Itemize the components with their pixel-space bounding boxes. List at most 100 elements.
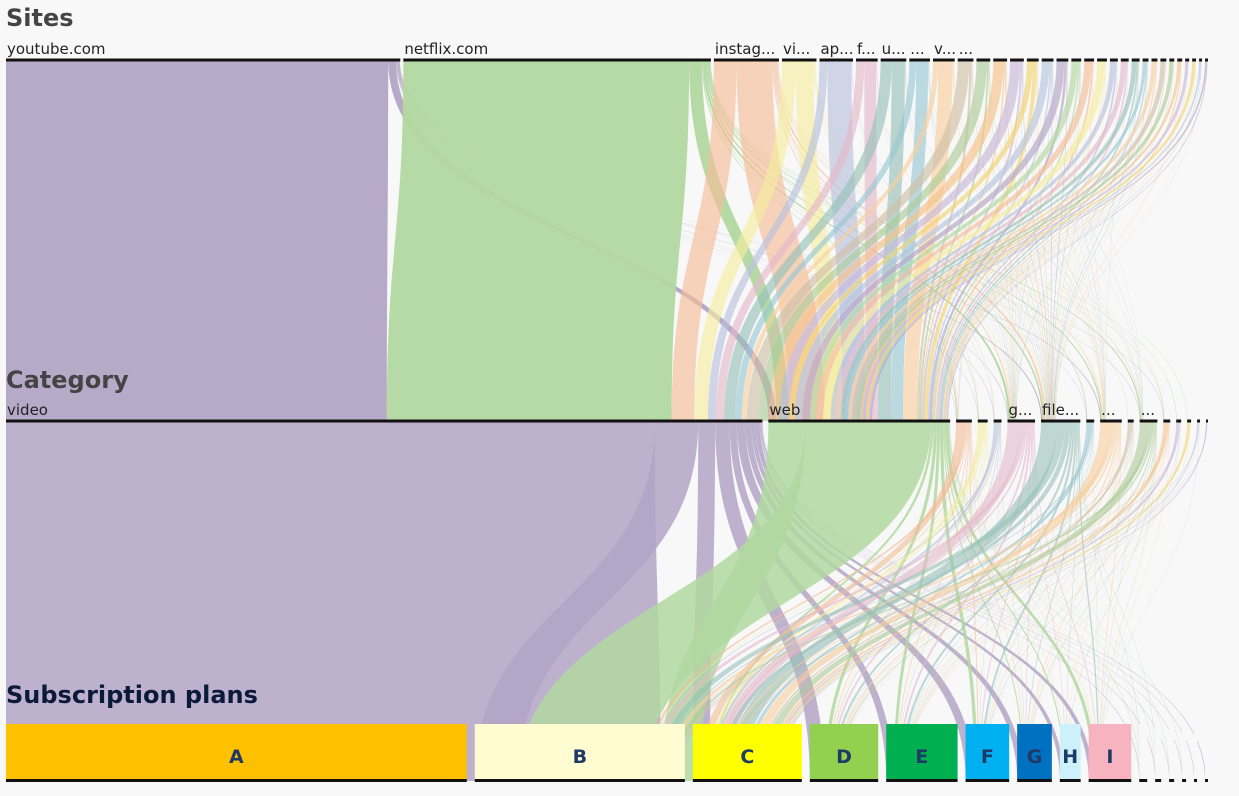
category-label: ... [1101,401,1115,419]
axis-segment [1100,419,1122,423]
flow-ribbon [6,60,389,421]
plan-box [1155,724,1162,779]
axis-segment [956,419,972,423]
flow-ribbon [677,421,1207,781]
flow-ribbon [1055,60,1196,421]
axis-segment [6,419,763,423]
flow-ribbon [726,421,1154,781]
flow-ribbon [747,60,970,421]
plan-label: B [573,746,587,768]
flow-ribbon [835,60,1126,421]
flow-ribbon [905,421,1191,781]
flow-ribbon [715,60,865,421]
category-label: ap... [820,40,853,58]
axis-segment [1026,58,1039,62]
flow-ribbon [1052,60,1144,421]
flow-ribbon [730,421,1208,781]
plan-box [1059,724,1081,779]
flow-ribbon [694,60,796,421]
flow-ribbon [1052,60,1106,421]
axis-segment [403,58,711,62]
axis-segment [1199,58,1203,62]
flow-ribbon [648,421,984,781]
flow-ribbon [848,60,1156,421]
flow-ribbon [788,60,1033,421]
flow-ribbon [830,60,1115,421]
category-label: g... [1009,401,1033,419]
category-label: vi... [783,40,810,58]
axis-segment [1041,419,1081,423]
flow-ribbon [758,60,987,421]
flow-ribbon [903,421,1133,781]
flow-ribbon [1080,60,1106,421]
flow-ribbon [729,421,894,781]
flow-ribbon [1093,421,1100,781]
axis-segment [768,419,951,423]
flow-ribbon [983,421,1156,781]
axis-segment [976,58,991,62]
flow-ribbon [770,421,1179,781]
flow-ribbon [840,60,1137,421]
flow-ribbon [904,60,1013,421]
axis-segment [1205,779,1208,782]
axis-segment [993,58,1008,62]
flow-ribbon [1053,60,1117,421]
subscription-plans-dimension-title: Subscription plans [6,681,258,709]
flow-ribbon [851,60,1165,421]
axis-segment [1169,779,1175,782]
axis-segment [819,58,853,62]
flow-ribbon [664,421,1092,781]
flow-ribbon [776,421,1207,781]
plan-label: I [1106,746,1113,768]
flow-ribbon [729,421,1180,781]
flow-ribbon [802,60,1065,421]
flow-ribbon [1066,421,1121,781]
plan-box [692,724,802,779]
flow-ribbon [716,421,1028,781]
flow-ribbon [983,421,1133,781]
category-label: ... [1141,401,1155,419]
flow-ribbon [741,60,939,421]
flow-ribbon [1052,60,1105,421]
axis-segment [1185,58,1190,62]
axis-segment [886,779,958,782]
plan-label: A [229,746,244,768]
flow-ribbon [1033,421,1066,781]
flow-ribbon [943,421,1025,781]
flow-ribbon [728,421,1169,781]
flow-ribbon [709,421,934,781]
axis-segment [1139,779,1148,782]
category-dimension-title: Category [6,366,129,394]
axis-segment [1088,779,1132,782]
category-label: file... [1042,401,1079,419]
flow-ribbon [713,421,1021,781]
flow-ribbon [474,421,699,781]
plan-box [965,724,1010,779]
flow-ribbon [1015,60,1080,421]
flow-ribbon [1027,421,1157,781]
axis-segment [880,58,907,62]
flow-ribbon [705,421,982,781]
flow-ribbon [1015,60,1106,421]
category-label: youtube.com [7,40,106,58]
flow-ribbon [979,421,1033,781]
flow-ribbon [903,421,1120,781]
flow-ribbon [946,60,1189,421]
flow-ribbon [836,421,1155,781]
flow-ribbon [722,421,1093,781]
flow-ribbon [773,421,1190,781]
axis-segment [1187,419,1192,423]
flow-ribbon [761,421,1195,781]
axis-segment [713,58,779,62]
flow-ribbon [760,421,1183,781]
axis-segment [1017,779,1052,782]
plan-box [1182,724,1187,779]
flow-ribbon [676,421,1190,781]
flow-ribbon [816,60,1092,421]
plan-box [474,724,685,779]
flow-ribbon [729,421,1191,781]
flow-ribbon [1015,60,1139,421]
plan-box [1169,724,1175,779]
flow-ribbon [900,421,1075,781]
